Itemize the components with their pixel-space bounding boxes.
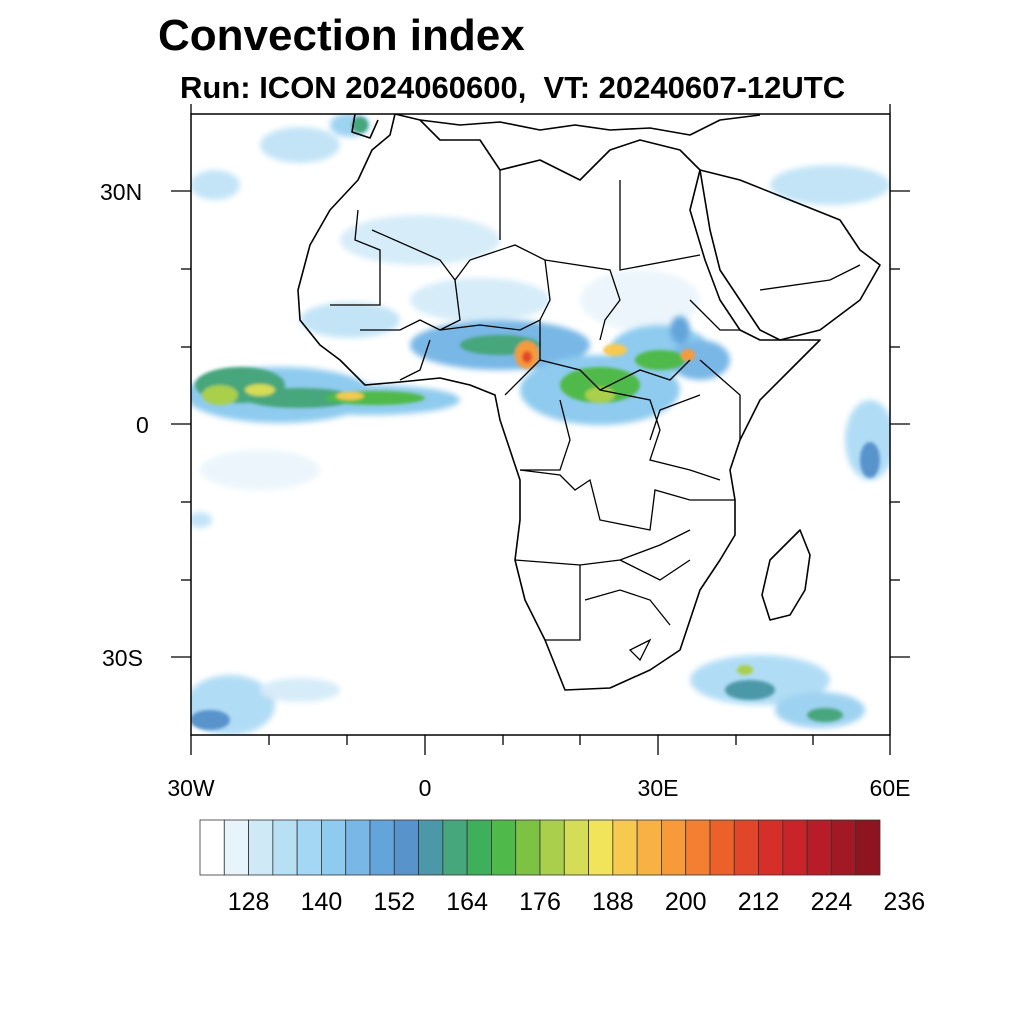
lon-label-60e: 60E (869, 775, 911, 801)
colorbar-swatch (733, 819, 759, 876)
colorbar-swatch (588, 819, 614, 876)
colorbar-tick-label: 200 (664, 888, 707, 916)
colorbar-tick-label: 236 (883, 888, 926, 916)
colorbar-swatch (685, 819, 711, 876)
lat-label-30s: 30S (102, 645, 143, 671)
colorbar-swatch (466, 819, 492, 876)
colorbar-swatch (321, 819, 347, 876)
arabia-coastline (699, 169, 881, 341)
iberia-coastline (351, 114, 379, 139)
map-frame (190, 113, 891, 736)
lat-label-0: 0 (136, 412, 149, 438)
colorbar-swatch (661, 819, 687, 876)
mediterranean-coast (419, 114, 761, 136)
colorbar (199, 819, 881, 876)
colorbar-swatch (855, 819, 881, 876)
colorbar-swatch (491, 819, 517, 876)
colorbar-tick-label: 176 (519, 888, 561, 916)
colorbar-swatch (223, 819, 249, 876)
chart-title: Convection index (158, 11, 525, 60)
colorbar-swatch (442, 819, 468, 876)
colorbar-tick-label: 212 (737, 888, 780, 916)
run-subtitle: Run: ICON 2024060600, VT: 20240607-12UTC (180, 70, 846, 105)
colorbar-swatch (563, 819, 589, 876)
colorbar-swatch (539, 819, 565, 876)
colorbar-swatch (709, 819, 735, 876)
madagascar-coastline (761, 529, 811, 621)
lon-label-30e: 30E (637, 775, 679, 801)
colorbar-tick-label: 164 (446, 888, 488, 916)
colorbar-swatch (782, 819, 808, 876)
colorbar-tick-label: 224 (810, 888, 853, 916)
colorbar-swatch (393, 819, 419, 876)
colorbar-swatch (831, 819, 857, 876)
colorbar-swatch (612, 819, 638, 876)
colorbar-swatch (515, 819, 541, 876)
axis-ticks (171, 104, 910, 755)
colorbar-swatch (369, 819, 395, 876)
colorbar-swatch (806, 819, 832, 876)
colorbar-swatch (272, 819, 298, 876)
lon-label-30w: 30W (167, 775, 215, 801)
colorbar-swatch (345, 819, 371, 876)
colorbar-swatch (636, 819, 662, 876)
colorbar-swatch (199, 819, 225, 876)
colorbar-swatch (248, 819, 274, 876)
colorbar-swatch (758, 819, 784, 876)
country-borders (330, 170, 861, 662)
colorbar-tick-label: 140 (300, 888, 343, 916)
coastlines (297, 114, 881, 691)
lat-label-30n: 30N (100, 179, 143, 205)
africa-coastline (297, 114, 821, 691)
colorbar-tick-label: 152 (373, 888, 416, 916)
colorbar-swatch (418, 819, 444, 876)
convection-field (191, 114, 890, 735)
colorbar-tick-label: 128 (227, 888, 270, 916)
lon-label-0: 0 (418, 775, 432, 801)
colorbar-swatch (296, 819, 322, 876)
colorbar-tick-label: 188 (591, 888, 634, 916)
